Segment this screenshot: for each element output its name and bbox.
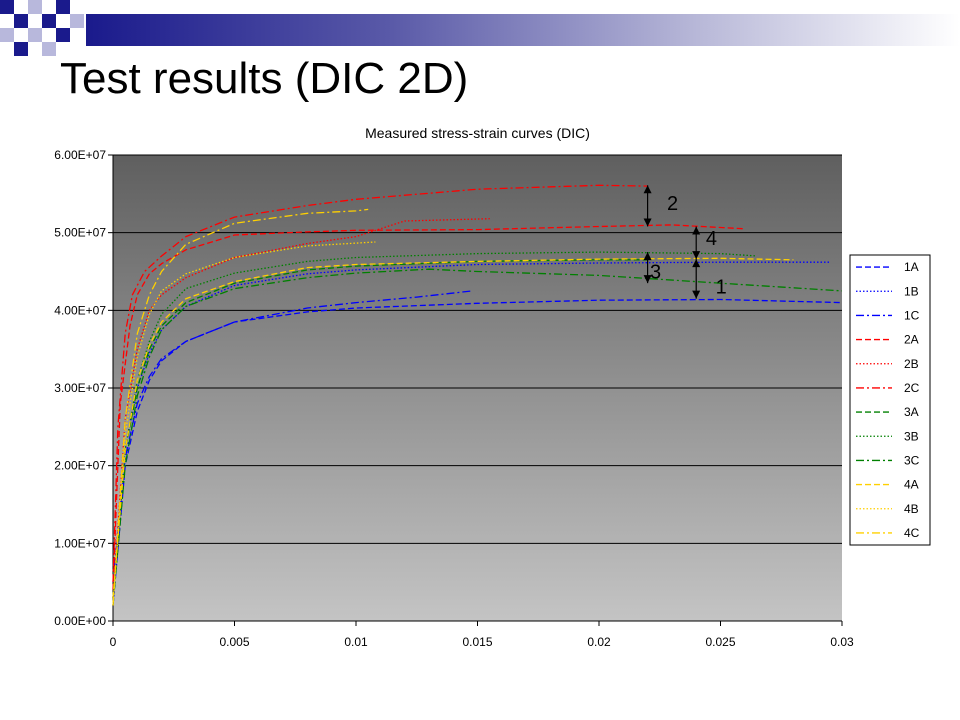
legend-entry: 1B — [904, 284, 919, 298]
y-tick-label: 3.00E+07 — [54, 381, 106, 395]
header-square — [42, 14, 56, 28]
legend-entry: 1C — [904, 308, 920, 322]
annotation-arrowhead-up — [643, 185, 652, 194]
series-line-2B — [112, 218, 490, 598]
x-tick-label: 0.01 — [344, 635, 368, 649]
y-tick-label: 5.00E+07 — [54, 226, 106, 240]
y-tick-label: 2.00E+07 — [54, 459, 106, 473]
series-line-3B — [112, 251, 757, 598]
series-line-2C — [112, 184, 648, 583]
x-tick-label: 0.025 — [705, 635, 735, 649]
y-tick-label: 0.00E+00 — [54, 614, 106, 628]
legend-entry: 3B — [904, 429, 919, 443]
series-line-1A — [112, 298, 843, 606]
annotation-arrowhead-down — [692, 251, 701, 260]
header-square — [14, 42, 28, 56]
x-tick-label: 0 — [110, 635, 117, 649]
annotation-label: 2 — [667, 193, 678, 215]
legend-entry: 4C — [904, 526, 920, 540]
annotation-arrowhead-down — [643, 218, 652, 227]
legend-entry: 3A — [904, 405, 919, 419]
x-tick-label: 0.015 — [462, 635, 492, 649]
header-square — [42, 42, 56, 56]
legend-entry: 3C — [904, 453, 920, 467]
x-tick-label: 0.005 — [219, 635, 249, 649]
header-square — [70, 14, 84, 28]
legend-box — [849, 254, 931, 546]
series-line-4A — [112, 257, 794, 598]
legend-entry: 4A — [904, 478, 919, 492]
annotation-label: 1 — [716, 276, 727, 298]
header-square — [0, 0, 14, 14]
legend-entry: 1A — [904, 260, 919, 274]
x-tick-label: 0.02 — [587, 635, 611, 649]
header-square — [28, 28, 42, 42]
series-line-1C — [112, 290, 473, 583]
y-tick-label: 1.00E+07 — [54, 536, 106, 550]
header-square — [0, 28, 14, 42]
header-square — [56, 0, 70, 14]
annotation-arrowhead-up — [692, 259, 701, 268]
y-tick-label: 6.00E+07 — [54, 148, 106, 162]
annotation-arrowhead-down — [692, 290, 701, 299]
annotation-arrowhead-up — [643, 252, 652, 261]
legend-entry: 2A — [904, 333, 919, 347]
annotation-arrowhead-down — [643, 275, 652, 284]
series-line-4C — [112, 208, 369, 606]
legend-entry: 2C — [904, 381, 920, 395]
series-line-2A — [112, 224, 745, 590]
header-square — [14, 14, 28, 28]
x-tick-label: 0.03 — [830, 635, 854, 649]
slide-title: Test results (DIC 2D) — [60, 54, 469, 103]
annotation-label: 4 — [706, 228, 717, 250]
y-tick-label: 4.00E+07 — [54, 303, 106, 317]
legend-entry: 4B — [904, 502, 919, 516]
series-line-3A — [112, 259, 648, 598]
chart-title: Measured stress-strain curves (DIC) — [365, 125, 590, 141]
annotation-label: 3 — [650, 262, 661, 284]
header-square — [28, 0, 42, 14]
series-line-3C — [112, 268, 843, 606]
header-square — [56, 28, 70, 42]
legend-entry: 2B — [904, 357, 919, 371]
title-gradient-bar — [86, 14, 960, 46]
annotation-arrowhead-up — [692, 226, 701, 235]
